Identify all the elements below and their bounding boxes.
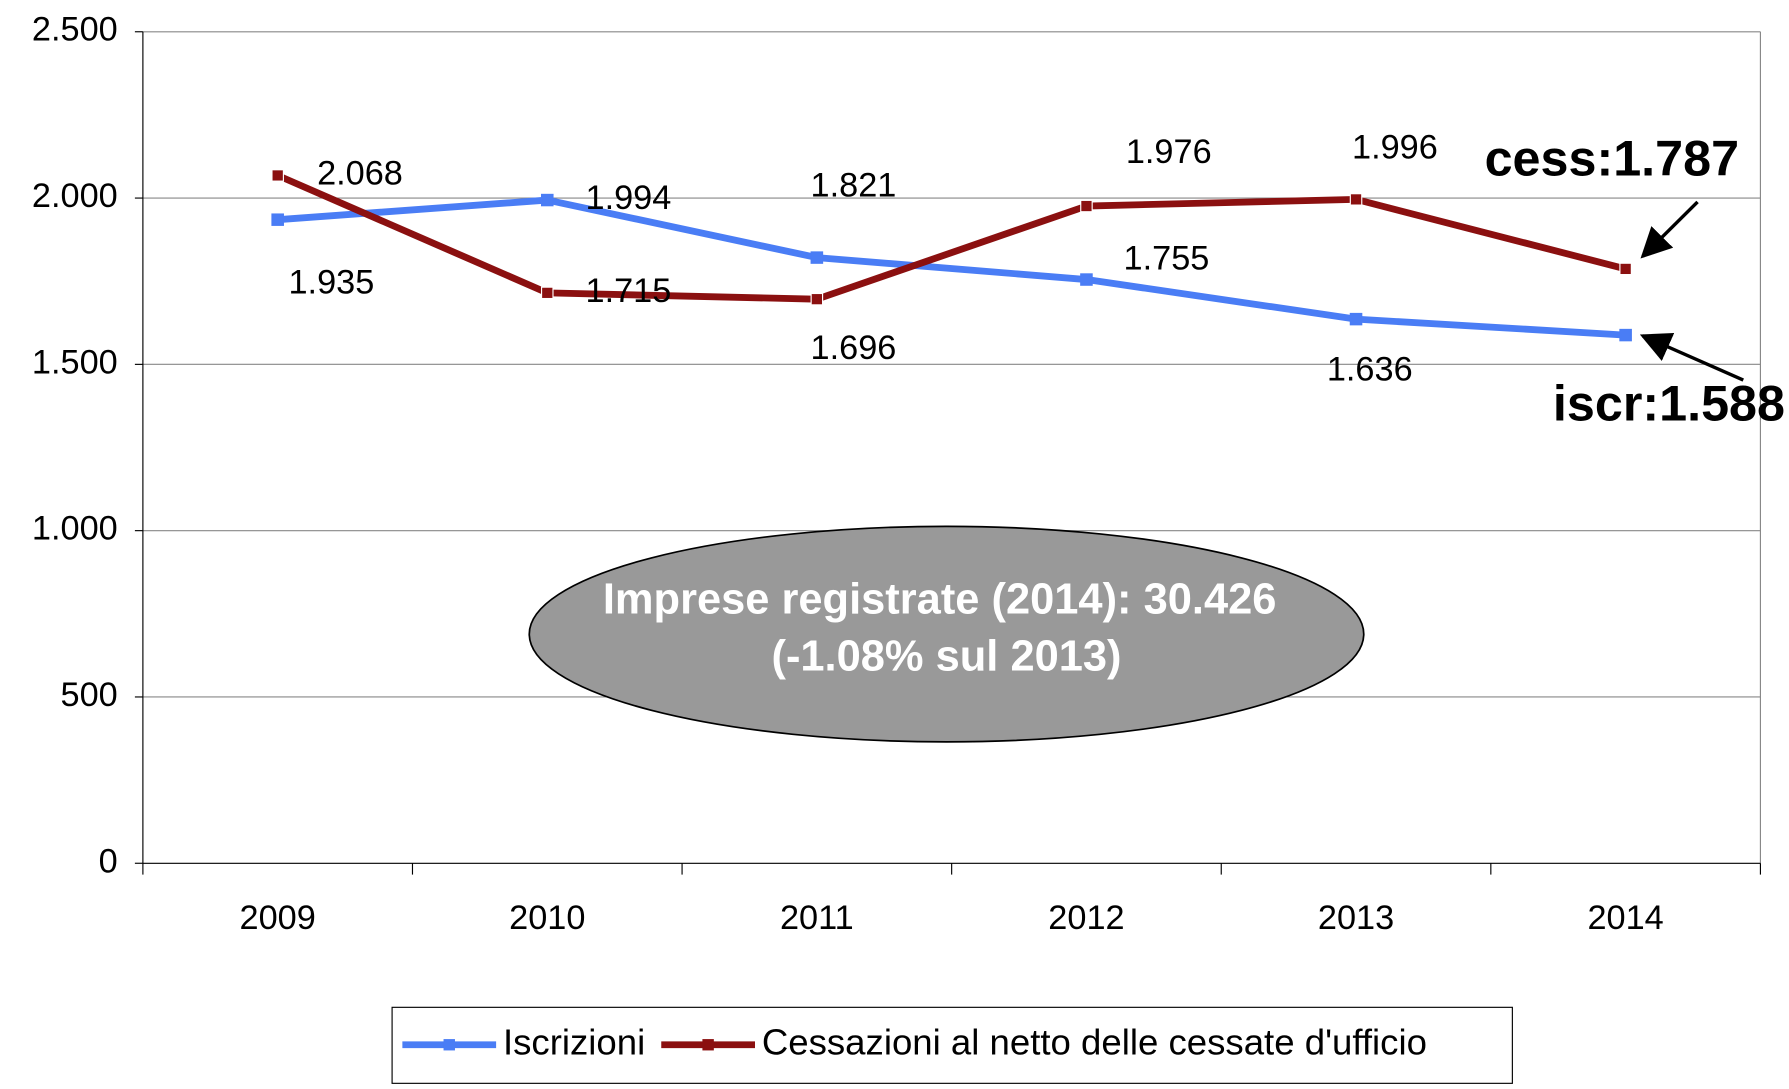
legend-marker <box>443 1039 455 1051</box>
data-label: 1.821 <box>811 166 897 204</box>
point-marker <box>1619 262 1632 276</box>
point-marker <box>271 213 284 226</box>
data-label: 2.068 <box>317 155 403 193</box>
legend-label: Cessazioni al netto delle cessate d'uffi… <box>762 1021 1427 1062</box>
line-series <box>277 196 1626 339</box>
x-tick-label: 2014 <box>1587 899 1663 937</box>
y-tick-label: 500 <box>61 676 118 714</box>
point-marker <box>1619 328 1632 342</box>
x-tick-label: 2013 <box>1318 899 1394 937</box>
data-label: 1.696 <box>811 329 897 367</box>
point-marker <box>540 286 554 300</box>
data-label: 1.996 <box>1352 129 1438 167</box>
x-tick-label: 2011 <box>780 899 854 937</box>
point-marker <box>540 193 554 207</box>
info-text: (-1.08% sul 2013) <box>771 633 1121 681</box>
arrow <box>1640 200 1699 259</box>
point-marker <box>1349 312 1363 326</box>
legend-marker <box>702 1039 714 1051</box>
y-tick-label: 0 <box>99 842 118 880</box>
point-marker <box>810 292 824 306</box>
info-ellipse <box>528 525 1365 743</box>
y-tick-label: 1.500 <box>32 343 118 381</box>
line-series <box>276 172 1627 303</box>
y-tick-label: 2.000 <box>32 177 118 215</box>
info-text: Imprese registrate (2014): 30.426 <box>603 576 1277 624</box>
y-tick-label: 1.000 <box>32 510 118 548</box>
x-tick-label: 2009 <box>240 899 316 937</box>
point-marker <box>1349 193 1363 206</box>
data-label: 1.935 <box>289 263 375 301</box>
legend <box>391 1006 1513 1084</box>
point-marker <box>1080 273 1093 286</box>
point-marker <box>1080 199 1093 213</box>
annotation: iscr:1.588 <box>1553 376 1785 432</box>
x-tick-label: 2010 <box>509 899 585 937</box>
legend-label: Iscrizioni <box>503 1021 645 1062</box>
x-tick-label: 2012 <box>1048 899 1124 937</box>
data-label: 1.715 <box>586 272 672 310</box>
data-label: 1.755 <box>1124 239 1210 277</box>
arrow <box>1639 332 1744 382</box>
annotation: cess:1.787 <box>1485 131 1739 187</box>
data-label: 1.976 <box>1126 133 1212 171</box>
data-label: 1.994 <box>586 179 672 217</box>
y-tick-label: 2.500 <box>32 11 118 49</box>
data-label: 1.636 <box>1327 350 1413 388</box>
point-marker <box>271 169 284 182</box>
point-marker <box>810 251 824 264</box>
